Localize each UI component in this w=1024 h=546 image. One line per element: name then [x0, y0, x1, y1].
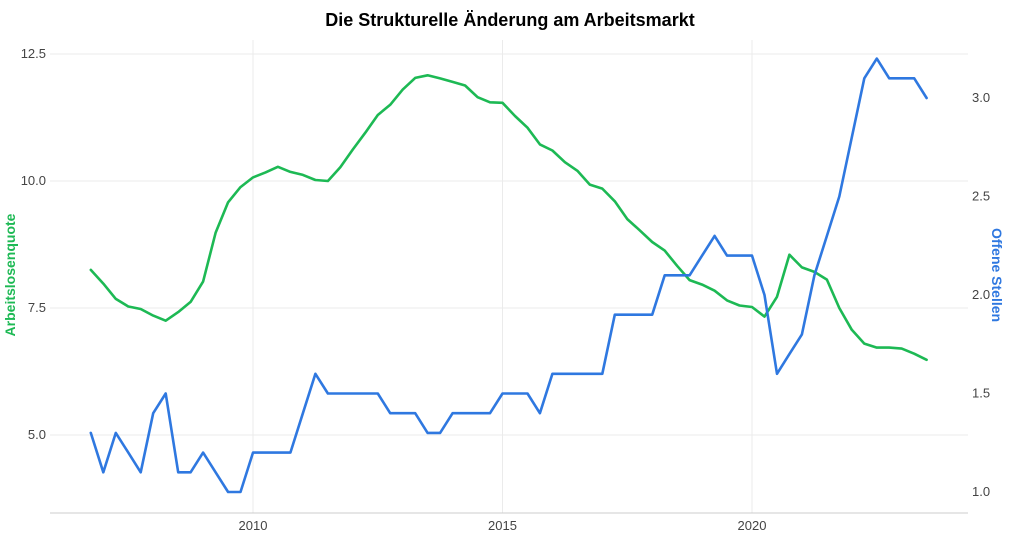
- right-y-axis: 1.0 1.5 2.0 2.5 3.0: [972, 90, 990, 499]
- right-tick-label: 1.5: [972, 386, 990, 401]
- right-tick-label: 1.0: [972, 484, 990, 499]
- left-tick-label: 10.0: [21, 173, 46, 188]
- arbeitslosenquote-line: [89, 74, 928, 362]
- left-tick-label: 12.5: [21, 46, 46, 61]
- grid-lines: [50, 40, 968, 513]
- series-layer: [89, 57, 928, 494]
- right-tick-label: 2.5: [972, 189, 990, 204]
- right-axis-label: Offene Stellen: [989, 228, 1005, 322]
- left-y-axis: 5.0 7.5 10.0 12.5: [21, 46, 46, 442]
- right-tick-label: 2.0: [972, 287, 990, 302]
- right-tick-label: 3.0: [972, 90, 990, 105]
- chart-title: Die Strukturelle Änderung am Arbeitsmark…: [325, 10, 694, 30]
- left-tick-label: 7.5: [28, 300, 46, 315]
- x-axis: 2010 2015 2020: [239, 518, 767, 533]
- x-tick-label: 2010: [239, 518, 268, 533]
- left-axis-label: Arbeitslosenquote: [2, 213, 18, 336]
- x-tick-label: 2015: [488, 518, 517, 533]
- offene-stellen-line: [89, 57, 928, 494]
- x-tick-label: 2020: [738, 518, 767, 533]
- left-tick-label: 5.0: [28, 427, 46, 442]
